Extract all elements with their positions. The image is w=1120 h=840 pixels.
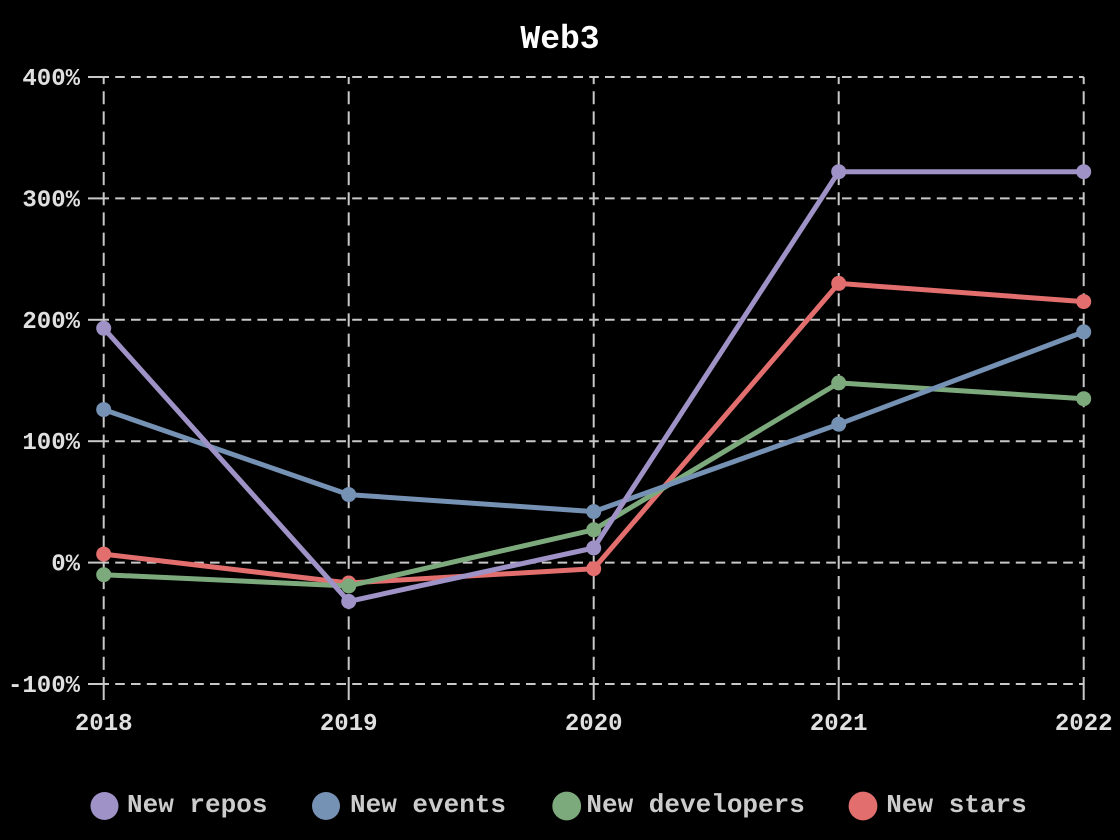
svg-text:New repos: New repos [127,790,267,820]
svg-text:0%: 0% [51,552,80,579]
svg-text:New events: New events [350,790,506,820]
svg-text:200%: 200% [22,309,80,336]
svg-text:300%: 300% [22,187,80,214]
svg-text:2018: 2018 [75,711,133,738]
svg-text:-100%: -100% [8,673,81,700]
svg-text:400%: 400% [22,66,80,93]
svg-text:2019: 2019 [320,711,378,738]
svg-text:100%: 100% [22,430,80,457]
svg-text:Web3: Web3 [520,21,599,58]
svg-text:2022: 2022 [1055,711,1113,738]
svg-text:New developers: New developers [586,790,804,820]
svg-text:2020: 2020 [565,711,623,738]
svg-text:2021: 2021 [810,711,868,738]
svg-text:New stars: New stars [886,790,1026,820]
